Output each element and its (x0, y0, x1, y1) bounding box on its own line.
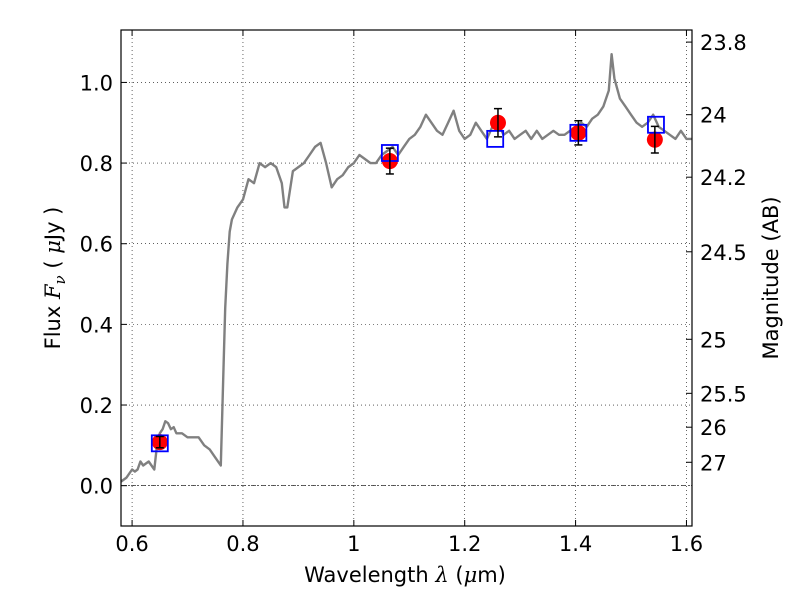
spectrum-line (120, 53, 692, 483)
x-tick-label: 1.6 (670, 532, 703, 556)
y-tick-label: 0.2 (80, 394, 113, 418)
right-axis-title: Magnitude (AB) (759, 196, 783, 359)
model-point (150, 434, 169, 453)
magnitude-tick-label: 25 (700, 328, 727, 352)
magnitude-tick-label: 24.5 (700, 241, 747, 265)
x-tick-label: 1 (347, 532, 360, 556)
tick-labels: 0.6 0.8 1 1.2 1.4 1.6 0.0 0.2 0.4 0.6 0.8 1.0 23.8 24… (80, 31, 747, 556)
y-tick-label: 0.8 (80, 152, 113, 176)
x-tick-label: 1.4 (559, 532, 592, 556)
y-tick-label: 1.0 (80, 71, 113, 95)
photometry-points (150, 107, 665, 453)
x-tick-label: 0.6 (115, 532, 148, 556)
grid-lines (121, 30, 692, 526)
magnitude-tick-label: 27 (700, 451, 727, 475)
magnitude-tick-label: 24 (700, 104, 727, 128)
y-tick-label: 0.4 (80, 313, 113, 337)
y-tick-label: 0.0 (80, 475, 113, 499)
y-axis-title: Flux Fν ( μJy ) (41, 207, 69, 350)
magnitude-tick-label: 25.5 (700, 382, 747, 406)
x-tick-label: 0.8 (226, 532, 259, 556)
spectrum-series (120, 53, 692, 483)
x-tick-label: 1.2 (448, 532, 481, 556)
magnitude-tick-label: 23.8 (700, 31, 747, 55)
model-point (486, 129, 505, 148)
y-tick-label: 0.6 (80, 233, 113, 257)
magnitude-tick-label: 24.2 (700, 166, 747, 190)
x-axis-title: Wavelength λ (μm) (304, 563, 506, 587)
magnitude-tick-label: 26 (700, 416, 727, 440)
plot-frame (120, 29, 693, 527)
model-point (647, 115, 665, 134)
axis-ticks (121, 30, 692, 526)
